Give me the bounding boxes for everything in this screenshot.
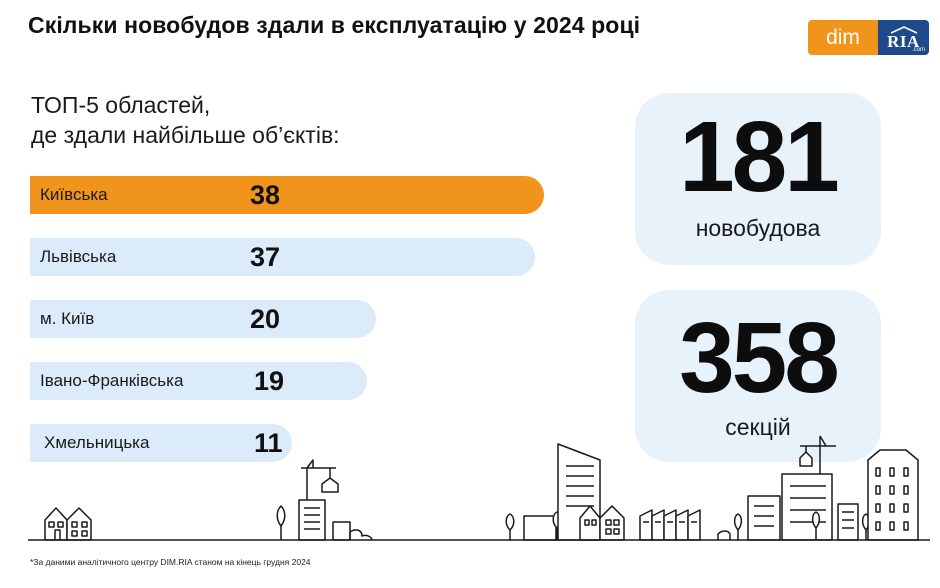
source-footnote: *За даними аналітичного центру DIM.RIA с… bbox=[30, 557, 311, 567]
stat-sections-value: 358 bbox=[679, 302, 840, 414]
house-roof-icon bbox=[890, 25, 917, 34]
bar-label: Київська bbox=[40, 185, 108, 204]
bar-2: Львівська 37 bbox=[30, 238, 535, 276]
logo-ria-text: RIA bbox=[887, 31, 920, 51]
stat-card-buildings: 181 новобудова bbox=[635, 93, 881, 265]
subtitle-line-1: ТОП-5 областей, bbox=[31, 92, 211, 118]
bar-value-label: 19 bbox=[254, 366, 285, 396]
stat-buildings-value: 181 bbox=[679, 101, 840, 213]
bar-value-label: 38 bbox=[250, 180, 281, 210]
bar-4: Івано-Франківська 19 bbox=[30, 362, 367, 400]
page-title: Скільки новобудов здали в експлуатацію у… bbox=[28, 12, 641, 38]
regions-bar-chart: Київська 38 Львівська 37 м. Київ 20 Івано-Фран… bbox=[30, 176, 544, 462]
subtitle-line-2: де здали найбільше об’єктів: bbox=[31, 122, 340, 148]
bar-label: Хмельницька bbox=[44, 433, 150, 452]
stat-sections-label: секцій bbox=[725, 414, 791, 440]
bar-label: Івано-Франківська bbox=[40, 371, 184, 390]
city-skyline-illustration bbox=[28, 435, 930, 541]
bar-label: м. Київ bbox=[40, 309, 95, 328]
bar-3: м. Київ 20 bbox=[30, 300, 376, 338]
chart-subtitle: ТОП-5 областей, де здали найбільше об’єк… bbox=[31, 90, 340, 150]
bar-5: Хмельницька 11 bbox=[30, 424, 292, 462]
stat-card-sections: 358 секцій bbox=[635, 290, 881, 462]
bar-value-label: 37 bbox=[250, 242, 281, 272]
bar-label: Львівська bbox=[40, 247, 117, 266]
bar-value-label: 20 bbox=[250, 304, 281, 334]
logo-ria-sub: .com bbox=[911, 47, 925, 53]
stat-buildings-label: новобудова bbox=[695, 215, 821, 241]
bar-value-label: 11 bbox=[254, 428, 283, 458]
logo-dim-text: dim bbox=[808, 20, 878, 55]
bar-1: Київська 38 bbox=[30, 176, 544, 214]
logo-ria-block: RIA .com bbox=[878, 20, 929, 55]
dimria-logo[interactable]: dim RIA .com bbox=[808, 20, 929, 55]
